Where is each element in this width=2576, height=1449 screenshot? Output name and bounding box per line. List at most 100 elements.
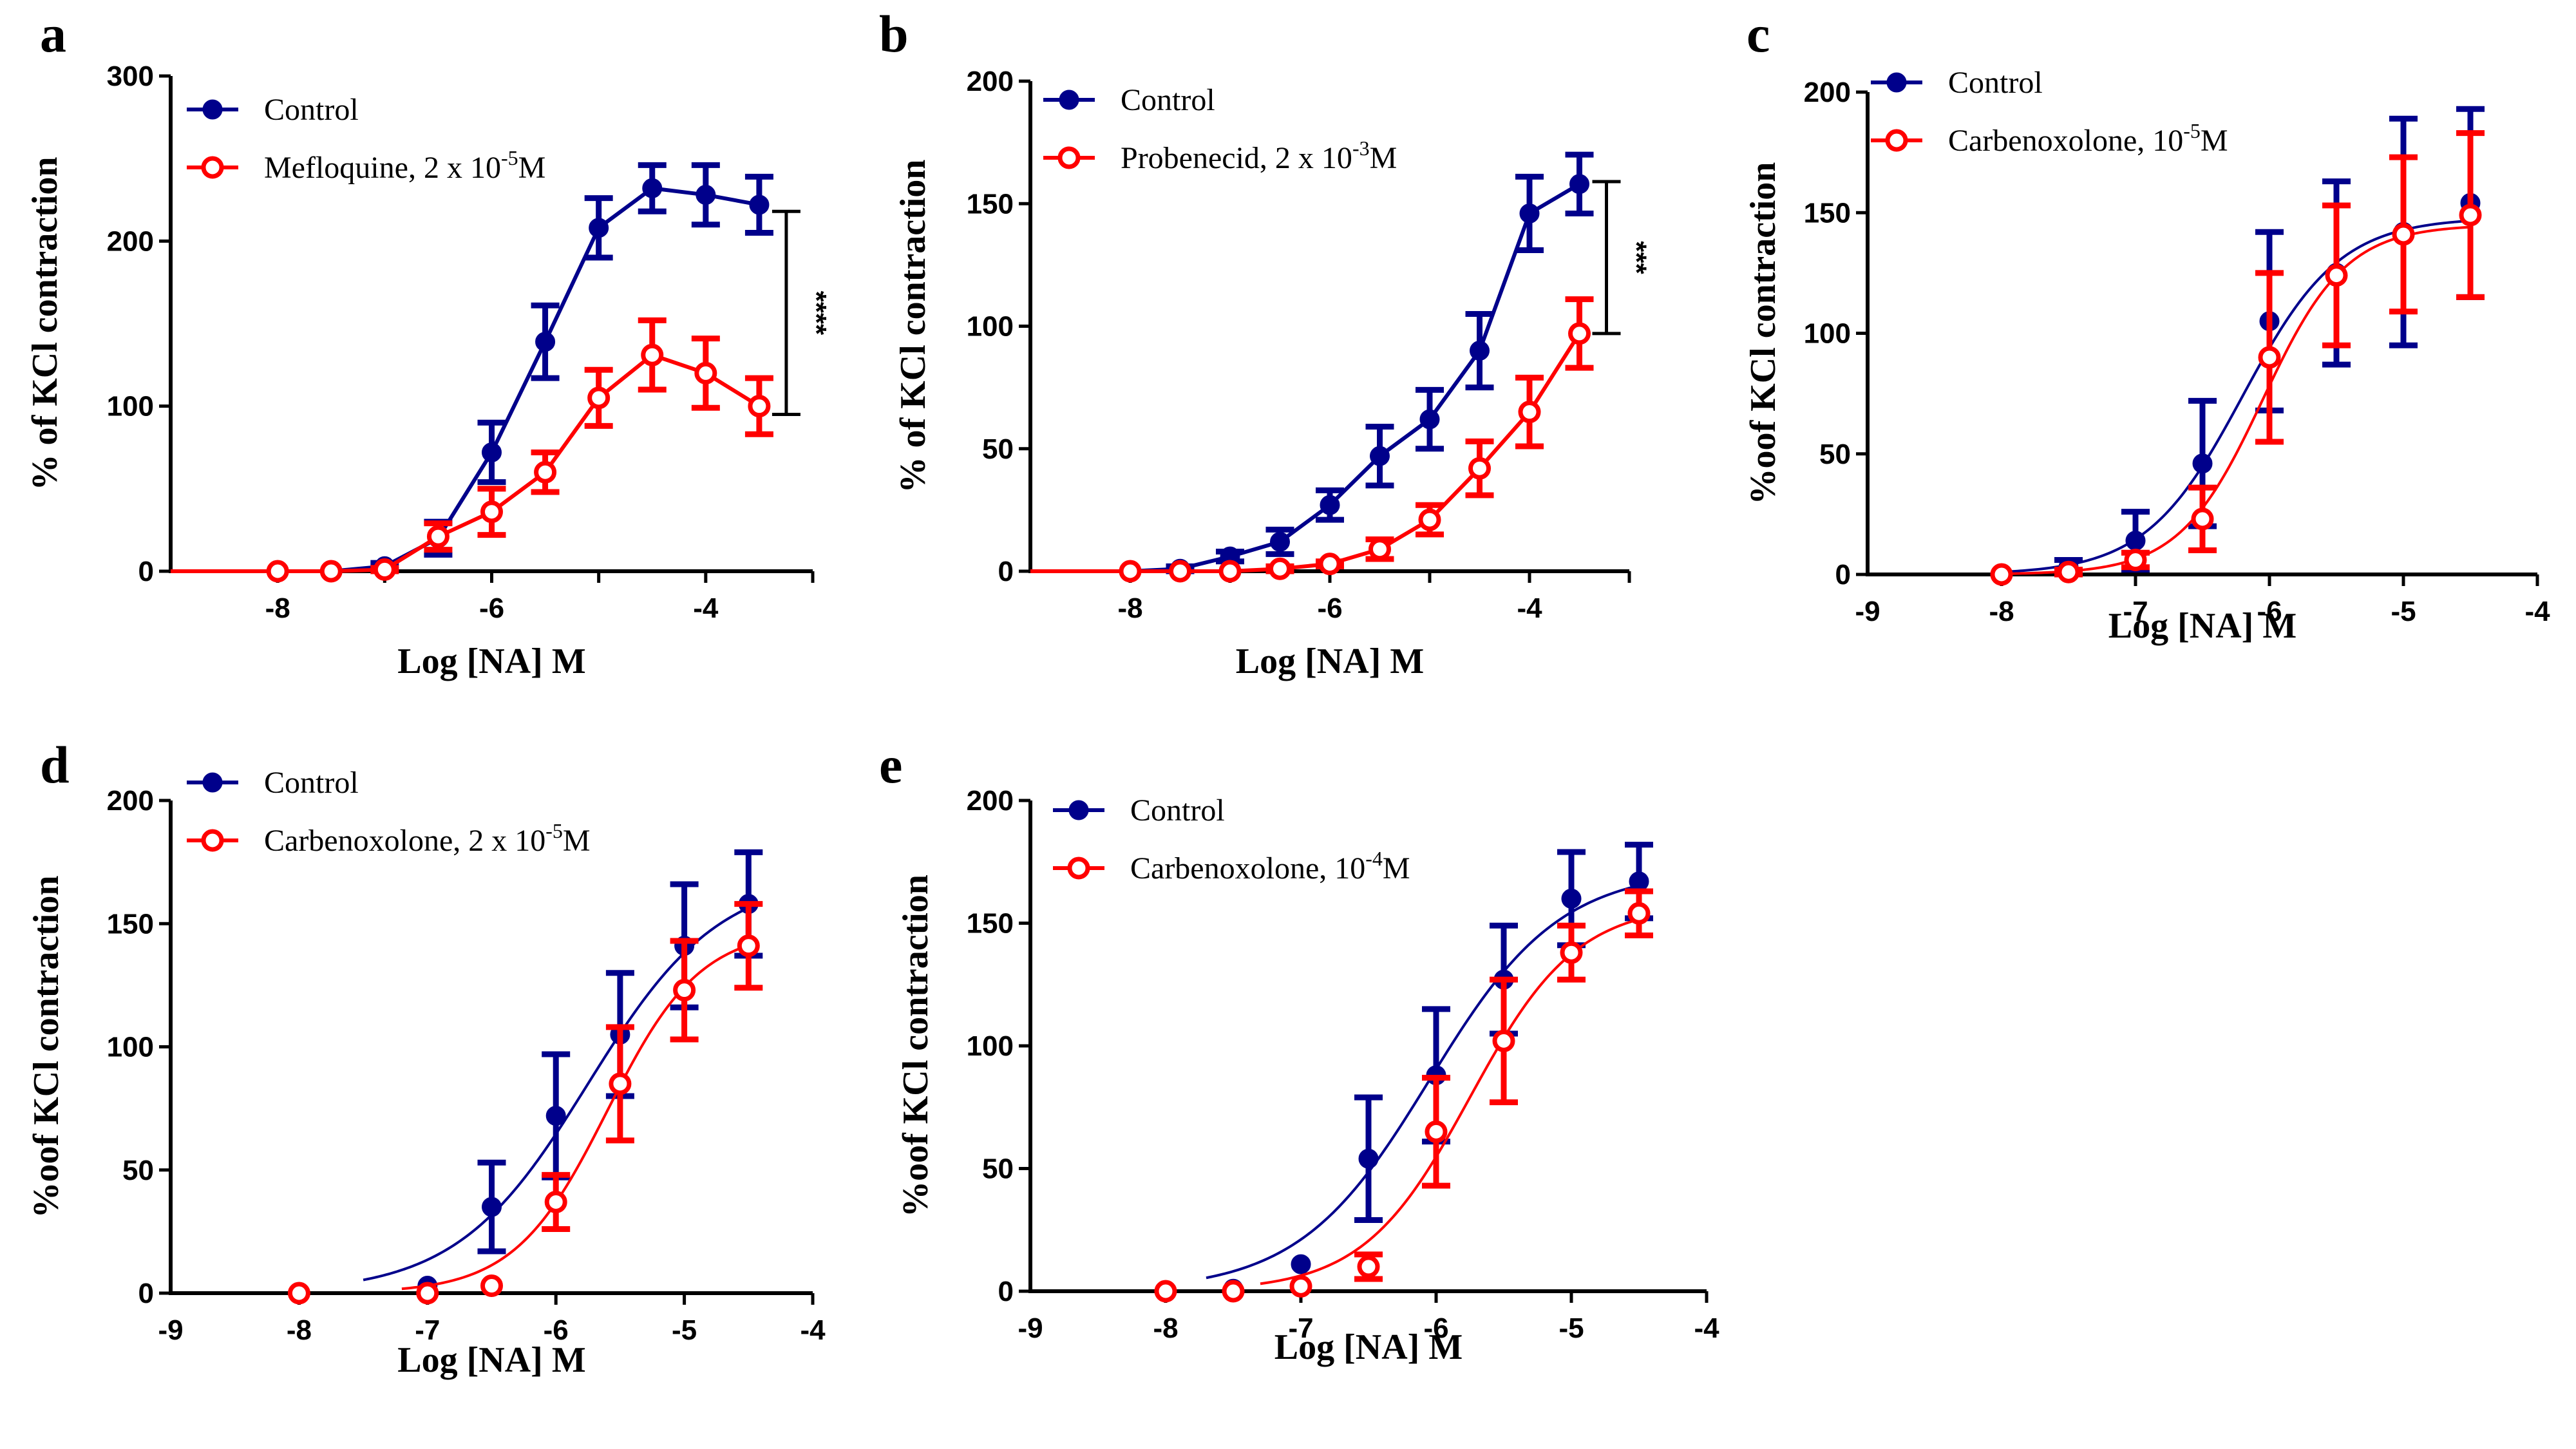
panel-e: e 0 50 100 150 200 -9 -8 -7 -6 -5 -4 Log [NA] M %oof …	[879, 735, 1719, 1367]
data-point	[1629, 871, 1649, 892]
series-treatment	[1030, 296, 1594, 583]
legend-item: Carbenoxolone, 2 x 10-5M	[187, 819, 591, 858]
legend-item: Control	[187, 93, 359, 127]
x-axis-title: Log [NA] M	[1236, 641, 1424, 681]
series-control	[1991, 106, 2485, 585]
y-tick-label: 200	[967, 66, 1014, 97]
series-treatment	[287, 901, 763, 1305]
panel-a: a 0 100 200 300 -8 -6 -4 Log [NA] M % of KCl cont…	[25, 5, 832, 681]
y-axis-title: % of KCl contraction	[25, 157, 65, 491]
legend-open-circle-icon	[201, 829, 224, 852]
data-point	[2392, 223, 2415, 246]
legend-label: Carbenoxolone, 10-4M	[1130, 847, 1410, 886]
legend-label: Control	[1948, 66, 2043, 100]
series-control	[171, 162, 773, 582]
legend-label: Control	[1121, 83, 1215, 117]
y-axis-title: %oof KCl contraction	[896, 875, 936, 1217]
panel-c: c 0 50 100 150 200 -9 -8 -7 -6 -5 -4 Log [NA] M %oof …	[1743, 5, 2550, 646]
data-point	[609, 1072, 632, 1095]
data-point	[2325, 264, 2348, 287]
data-point	[1561, 888, 1582, 909]
legend-item: Mefloquine, 2 x 10-5M	[187, 146, 545, 185]
data-point	[1569, 174, 1589, 194]
data-point	[737, 934, 760, 958]
series-line	[171, 186, 760, 573]
x-axis-title: Log [NA] M	[397, 1340, 585, 1380]
y-axis-title: %oof KCl contraction	[26, 876, 66, 1218]
series-treatment	[1990, 130, 2485, 586]
data-point	[416, 1282, 439, 1305]
x-tick-label: -8	[265, 592, 290, 624]
x-tick-label: -5	[672, 1314, 697, 1346]
data-point	[534, 460, 557, 484]
x-tick-label: -8	[1989, 596, 2014, 627]
legend-filled-circle-icon	[1068, 800, 1089, 820]
y-tick-label: 50	[122, 1155, 154, 1186]
significance-bracket: ***	[1592, 180, 1653, 336]
data-point	[1560, 941, 1583, 964]
data-point	[1425, 1120, 1448, 1143]
legend-item: Control	[1871, 66, 2043, 100]
data-point	[749, 194, 770, 215]
data-point	[1519, 203, 1540, 223]
y-tick-label: 200	[107, 785, 154, 817]
data-point	[1568, 322, 1591, 345]
x-axis-title: Log [NA] M	[397, 641, 585, 681]
significance-bracket: ****	[772, 209, 832, 416]
data-point	[1119, 560, 1142, 583]
data-point	[1418, 508, 1441, 531]
data-point	[1468, 457, 1491, 480]
legend-filled-circle-icon	[1059, 90, 1079, 110]
panel-letter: c	[1747, 5, 1770, 63]
x-tick-label: -9	[1018, 1312, 1043, 1344]
x-tick-label: -5	[1558, 1312, 1584, 1344]
series-line	[1030, 332, 1582, 573]
data-point	[696, 185, 716, 205]
data-point	[2192, 453, 2213, 474]
data-point	[2057, 560, 2080, 583]
series-treatment	[1154, 888, 1653, 1303]
x-tick-label: -4	[1517, 592, 1542, 624]
data-point	[2124, 549, 2147, 572]
fit-curve	[2001, 225, 2471, 575]
data-point	[694, 361, 717, 384]
data-point	[1358, 1148, 1379, 1169]
legend-item: Carbenoxolone, 10-5M	[1871, 119, 2228, 158]
data-point	[1370, 446, 1390, 466]
data-point	[2258, 346, 2281, 369]
data-point	[2125, 531, 2146, 551]
y-tick-label: 0	[1835, 559, 1851, 591]
y-tick-label: 0	[998, 1276, 1014, 1307]
legend-item: Probenecid, 2 x 10-3M	[1043, 137, 1397, 175]
x-tick-label: -7	[2123, 596, 2148, 627]
y-tick-label: 0	[998, 556, 1014, 587]
data-point	[642, 178, 663, 198]
data-point	[1154, 1280, 1177, 1303]
data-point	[673, 979, 696, 1002]
data-point	[1318, 553, 1341, 576]
y-tick-label: 100	[107, 391, 154, 422]
y-axis-title: % of KCl contraction	[893, 160, 933, 493]
data-point	[1492, 1029, 1515, 1052]
data-point	[287, 1282, 310, 1305]
data-point	[1470, 341, 1490, 361]
panel-letter: d	[40, 735, 70, 794]
y-tick-label: 150	[967, 908, 1014, 940]
x-tick-label: -9	[158, 1314, 183, 1346]
x-tick-label: -4	[2524, 596, 2550, 627]
data-point	[1291, 1254, 1311, 1274]
data-point	[1627, 902, 1651, 925]
legend-item: Control	[1043, 83, 1215, 117]
legend-item: Carbenoxolone, 10-4M	[1053, 847, 1410, 886]
fit-curve	[2001, 219, 2471, 574]
significance-label: ****	[800, 291, 832, 336]
series-control	[1155, 842, 1653, 1302]
x-tick-label: -8	[1153, 1312, 1178, 1344]
legend-label: Probenecid, 2 x 10-3M	[1121, 137, 1397, 175]
legend-label: Mefloquine, 2 x 10-5M	[264, 146, 545, 185]
data-point	[545, 1106, 566, 1126]
panel-letter: b	[879, 5, 909, 63]
x-tick-label: -6	[1423, 1312, 1448, 1344]
x-axis-title: Log [NA] M	[1274, 1327, 1463, 1367]
y-tick-label: 300	[107, 61, 154, 92]
